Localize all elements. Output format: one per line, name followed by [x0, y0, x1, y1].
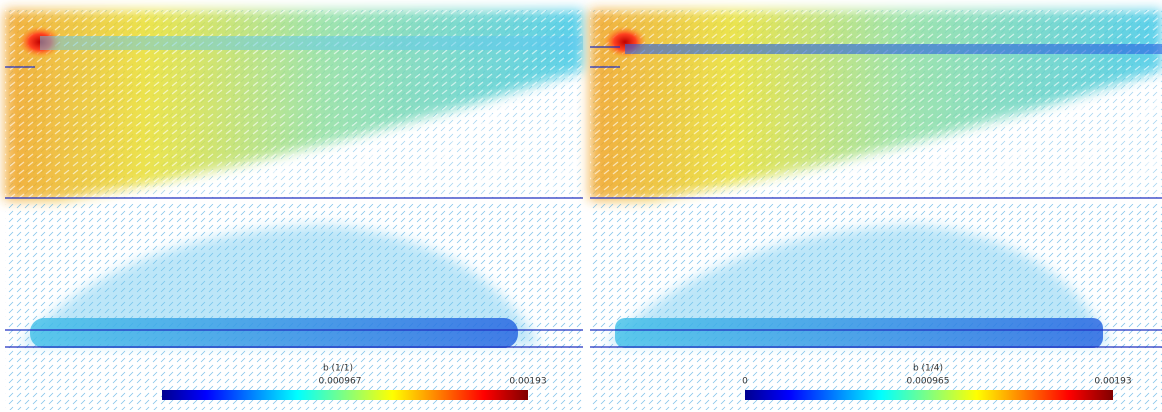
colorbar: [745, 390, 1113, 400]
source-line: [615, 318, 1103, 348]
arrow-texture: [590, 10, 1162, 198]
colorbar-max-label: 0.00193: [1094, 377, 1131, 387]
colorbar-title: b (1/1): [323, 364, 353, 374]
jet-line: [625, 44, 1162, 54]
colorbar-mid-label: 0.000967: [319, 377, 362, 387]
colorbar-max-label: 0.00193: [509, 377, 546, 387]
colorbar-mid-label: 0.000965: [907, 377, 950, 387]
colorbar-min-label: 0: [742, 377, 748, 387]
left-panel: b (1/1) 0.000967 0.00193: [5, 10, 583, 410]
right-panel: b (1/4) 0 0.000965 0.00193: [590, 10, 1162, 410]
source-line: [30, 318, 518, 348]
colorbar-title: b (1/4): [913, 364, 943, 374]
colorbar: [162, 390, 528, 400]
jet-line: [40, 36, 583, 50]
figure: b (1/1) 0.000967 0.00193 b (1/4) 0 0.000…: [0, 0, 1162, 412]
